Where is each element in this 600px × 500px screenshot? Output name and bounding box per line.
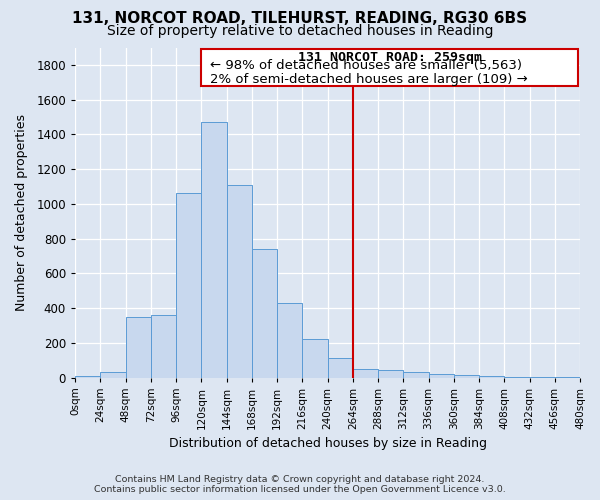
Bar xyxy=(378,370,403,378)
Bar xyxy=(125,316,151,378)
X-axis label: Distribution of detached houses by size in Reading: Distribution of detached houses by size … xyxy=(169,437,487,450)
Bar xyxy=(202,122,227,378)
Bar xyxy=(353,369,378,378)
Bar xyxy=(176,194,202,378)
Bar xyxy=(403,372,428,378)
Bar xyxy=(252,249,277,378)
Bar xyxy=(151,315,176,378)
Bar xyxy=(100,372,125,378)
Bar xyxy=(302,340,328,378)
FancyBboxPatch shape xyxy=(202,49,578,86)
Bar xyxy=(277,303,302,378)
Text: ← 98% of detached houses are smaller (5,563): ← 98% of detached houses are smaller (5,… xyxy=(210,59,522,72)
Text: 131 NORCOT ROAD: 259sqm: 131 NORCOT ROAD: 259sqm xyxy=(298,51,482,64)
Bar xyxy=(75,376,100,378)
Text: Contains HM Land Registry data © Crown copyright and database right 2024.
Contai: Contains HM Land Registry data © Crown c… xyxy=(94,474,506,494)
Bar xyxy=(479,376,504,378)
Text: Size of property relative to detached houses in Reading: Size of property relative to detached ho… xyxy=(107,24,493,38)
Bar xyxy=(227,184,252,378)
Bar xyxy=(454,376,479,378)
Y-axis label: Number of detached properties: Number of detached properties xyxy=(15,114,28,311)
Bar xyxy=(328,358,353,378)
Bar xyxy=(428,374,454,378)
Bar xyxy=(504,377,530,378)
Text: 131, NORCOT ROAD, TILEHURST, READING, RG30 6BS: 131, NORCOT ROAD, TILEHURST, READING, RG… xyxy=(73,11,527,26)
Text: 2% of semi-detached houses are larger (109) →: 2% of semi-detached houses are larger (1… xyxy=(210,72,527,86)
